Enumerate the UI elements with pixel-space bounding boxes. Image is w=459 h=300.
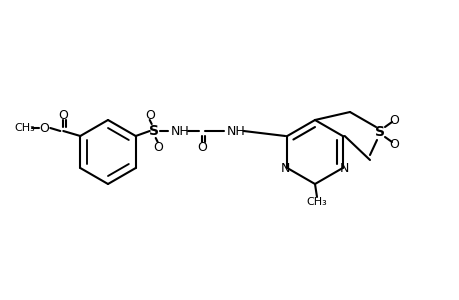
Text: O: O: [388, 137, 398, 151]
Text: O: O: [58, 109, 68, 122]
Text: NH: NH: [170, 124, 189, 137]
Text: O: O: [196, 140, 206, 154]
Text: S: S: [374, 125, 384, 139]
Text: S: S: [148, 124, 158, 138]
Text: O: O: [39, 122, 49, 134]
Text: O: O: [388, 113, 398, 127]
Text: N: N: [339, 161, 349, 175]
Text: NH: NH: [226, 124, 245, 137]
Text: O: O: [152, 140, 162, 154]
Text: CH₃: CH₃: [306, 197, 327, 207]
Text: O: O: [145, 109, 154, 122]
Text: N: N: [280, 161, 289, 175]
Text: CH₃: CH₃: [14, 123, 34, 133]
